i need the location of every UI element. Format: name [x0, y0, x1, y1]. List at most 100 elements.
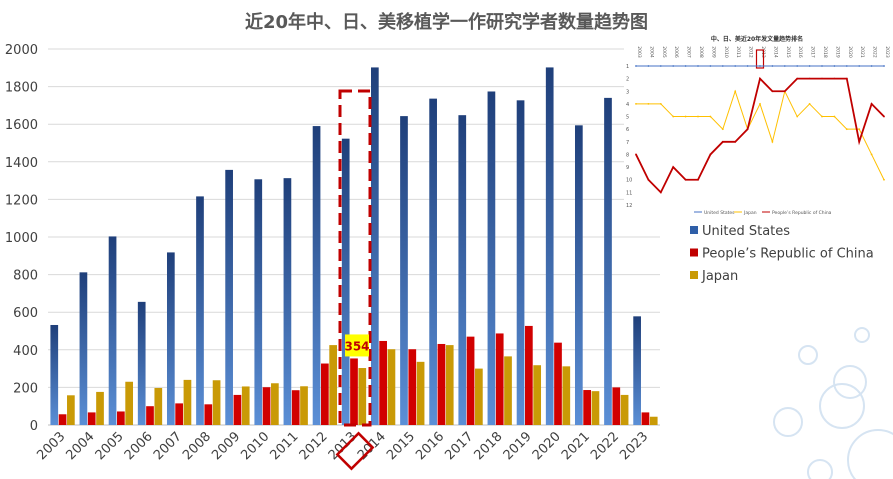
- x-tick-label: 2005: [93, 429, 127, 463]
- x-tick-label: 2004: [64, 429, 98, 463]
- y-tick-label: 1600: [5, 118, 38, 133]
- bars: [50, 67, 658, 426]
- bar: [350, 358, 358, 425]
- bar: [416, 361, 425, 425]
- inset-point: [759, 103, 761, 105]
- bar: [554, 342, 562, 425]
- y-axis-ticks: 0 200 400 600 800 1000 1200 1400 1600 1800 2000: [5, 43, 38, 434]
- x-tick-label: 2013: [326, 429, 360, 463]
- bar: [487, 91, 496, 425]
- inset-legend-label: Japan: [743, 210, 757, 216]
- inset-point: [808, 103, 811, 105]
- bar: [283, 178, 292, 425]
- inset-point: [821, 77, 823, 80]
- inset-point: [771, 65, 774, 67]
- inset-point: [858, 65, 861, 67]
- bar: [262, 387, 271, 425]
- bar: [87, 412, 96, 425]
- bar: [400, 116, 408, 425]
- inset-point: [845, 65, 848, 67]
- legend-label: United States: [702, 224, 790, 239]
- x-tick-label: 2017: [442, 429, 476, 463]
- inset-point: [721, 65, 724, 67]
- bubble-decoration: [847, 429, 893, 479]
- inset-point: [821, 115, 823, 118]
- inset-point: [635, 65, 637, 67]
- inset-highlight-box: [755, 49, 765, 69]
- y-tick-label: 400: [13, 344, 38, 359]
- x-tick-label: 2015: [384, 429, 418, 463]
- inset-point: [833, 77, 836, 80]
- bubble-decoration: [798, 345, 818, 365]
- bar: [241, 386, 250, 425]
- bar: [370, 67, 379, 425]
- inset-point: [858, 140, 861, 143]
- y-tick-label: 0: [30, 419, 38, 434]
- inset-x-label: 2004: [648, 46, 654, 58]
- bar: [291, 390, 300, 425]
- inset-y-label: 7: [626, 140, 629, 146]
- inset-point: [721, 128, 724, 131]
- inset-point: [845, 128, 848, 131]
- inset-x-label: 2018: [822, 46, 828, 58]
- inset-point: [697, 65, 699, 67]
- inset-point: [635, 153, 637, 156]
- bar: [79, 272, 88, 425]
- bar: [545, 67, 554, 425]
- bar: [196, 196, 204, 425]
- inset-y-label: 11: [626, 190, 632, 196]
- bar: [175, 403, 183, 425]
- highlight-value-label: 354: [344, 339, 369, 353]
- inset-x-label: 2005: [661, 46, 667, 58]
- bar: [408, 349, 417, 425]
- bar: [137, 301, 146, 425]
- bar: [466, 336, 475, 425]
- bar: [574, 125, 583, 425]
- inset-y-label: 5: [626, 115, 629, 121]
- bar: [117, 411, 125, 425]
- bar: [166, 252, 175, 425]
- bar: [225, 169, 233, 425]
- bar: [562, 366, 571, 425]
- inset-title: 中、日、美近20年发文量趋势排名: [711, 35, 803, 43]
- bar: [445, 345, 454, 425]
- legend-swatch: [690, 226, 698, 234]
- inset-point: [796, 115, 799, 118]
- inset-point: [734, 65, 737, 67]
- inset-y-label: 8: [626, 152, 629, 158]
- bar: [591, 391, 600, 425]
- bar: [633, 316, 641, 425]
- inset-point: [672, 65, 675, 67]
- inset-x-label: 2008: [698, 46, 704, 58]
- inset-y-label: 1: [626, 64, 629, 70]
- inset-point: [672, 166, 675, 168]
- bar: [146, 406, 154, 425]
- x-tick-label: 2008: [180, 429, 214, 463]
- chart-title: 近20年中、日、美移植学一作研究学者数量趋势图: [244, 12, 649, 33]
- bar: [429, 98, 437, 425]
- inset-point: [746, 128, 749, 131]
- inset-point: [684, 178, 687, 181]
- inset-point: [845, 77, 848, 80]
- inset-point: [771, 90, 774, 93]
- inset-rank-chart: 中、日、美近20年发文量趋势排名 2003 2004 2005 2006 2007 2008…: [624, 30, 890, 218]
- bar: [533, 365, 542, 425]
- bar: [641, 412, 650, 425]
- highlight-dashed-box: [338, 89, 372, 427]
- inset-point: [759, 65, 761, 67]
- bar: [612, 387, 621, 425]
- inset-point: [759, 77, 761, 80]
- bar: [437, 343, 446, 425]
- bar: [475, 368, 483, 425]
- inset-point: [647, 65, 650, 67]
- y-tick-label: 600: [13, 306, 38, 321]
- inset-point: [721, 140, 724, 143]
- y-tick-label: 2000: [5, 43, 38, 58]
- bubble-decoration: [773, 407, 803, 437]
- y-tick-label: 1400: [5, 156, 38, 171]
- x-tick-label: 2009: [209, 429, 243, 463]
- inset-point: [684, 65, 687, 67]
- inset-x-label: 2014: [772, 46, 778, 58]
- bubble-decoration: [854, 327, 870, 343]
